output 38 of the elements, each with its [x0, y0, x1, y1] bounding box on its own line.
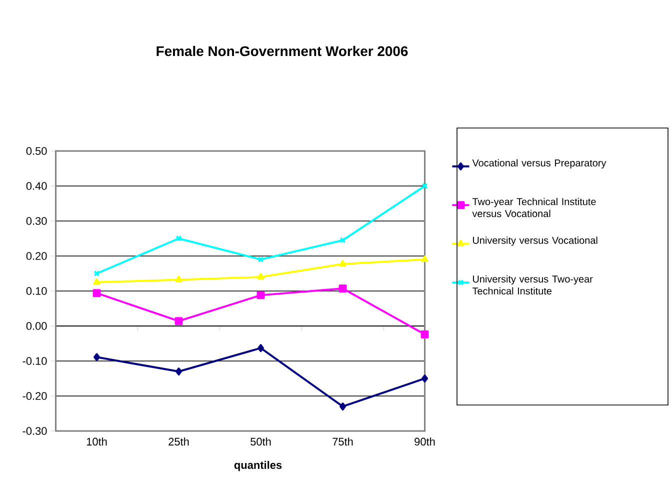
x-tick-label: 90th [414, 438, 435, 446]
y-tick-label: -0.10 [22, 357, 47, 365]
point [421, 256, 428, 262]
y-tick-label: 0.30 [26, 217, 47, 225]
point [339, 260, 346, 267]
point [258, 256, 264, 263]
point [94, 353, 100, 362]
legend-label: University versus Vocational [472, 236, 598, 246]
legend-label: University versus Two-year Technical Institute [472, 275, 593, 295]
point [257, 273, 264, 280]
point [340, 237, 346, 244]
point [340, 402, 346, 410]
y-tick-label: -0.30 [22, 427, 47, 435]
point [258, 344, 264, 352]
point [93, 278, 100, 285]
point [420, 330, 429, 338]
y-tick-label: -0.20 [22, 392, 47, 400]
y-tick-label: 0.10 [26, 287, 47, 295]
x-tick-label: 10th [86, 438, 107, 446]
x-tick-label: 25th [168, 438, 189, 446]
point [92, 289, 101, 298]
legend-label: Two-year Technical Institute versus Vocational [472, 198, 596, 218]
point [338, 284, 347, 293]
x-tick-label: 75th [332, 438, 353, 446]
y-tick-label: 0.20 [26, 252, 47, 260]
point [175, 276, 182, 282]
y-tick-label: 0.40 [26, 182, 47, 190]
point [174, 317, 183, 326]
y-tick-label: 0.00 [26, 322, 47, 330]
point [422, 374, 428, 382]
point [176, 235, 182, 242]
x-tick-label: 50th [250, 438, 271, 446]
y-tick-label: 0.50 [26, 147, 47, 155]
legend-label: Vocational versus Preparatory [472, 159, 606, 168]
point [256, 291, 265, 300]
chart-title: Female Non-Government Worker 2006 [156, 46, 408, 56]
point [176, 368, 182, 376]
x-axis-title: quantiles [234, 460, 282, 472]
